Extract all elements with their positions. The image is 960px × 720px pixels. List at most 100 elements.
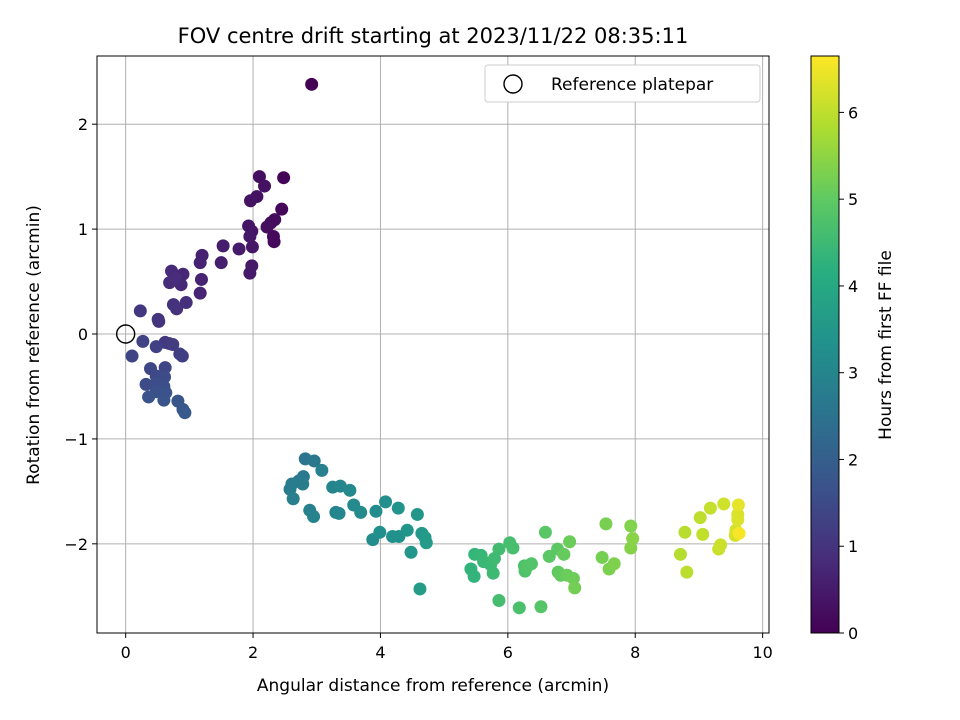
- legend-box: [484, 64, 761, 103]
- scatter-point: [410, 507, 424, 521]
- scatter-point: [486, 566, 500, 580]
- scatter-point: [214, 256, 228, 270]
- scatter-point: [391, 501, 405, 515]
- scatter-point: [506, 541, 520, 555]
- scatter-point: [286, 492, 300, 506]
- scatter-point: [332, 506, 346, 520]
- scatter-point: [193, 256, 207, 270]
- scatter-point: [136, 334, 150, 348]
- legend: Reference platepar: [484, 64, 761, 103]
- x-tick-label: 8: [630, 643, 640, 662]
- scatter-point: [714, 538, 728, 552]
- scatter-point: [703, 501, 717, 515]
- colorbar-tick-label: 6: [848, 103, 858, 122]
- colorbar-tick-label: 3: [848, 364, 858, 383]
- y-tick-label: 0: [78, 325, 88, 344]
- scatter-point: [568, 581, 582, 595]
- scatter-points: [125, 77, 746, 615]
- scatter-point: [133, 304, 147, 318]
- colorbar: [810, 55, 840, 634]
- scatter-point: [277, 171, 291, 185]
- colorbar-label: Hours from first FF file: [876, 250, 896, 440]
- x-tick-label: 10: [752, 643, 772, 662]
- grid-lines: [97, 56, 769, 633]
- scatter-point: [175, 349, 189, 363]
- scatter-point: [678, 525, 692, 539]
- scatter-point: [732, 526, 746, 540]
- scatter-point: [305, 77, 319, 91]
- legend-marker-icon: [503, 74, 523, 94]
- x-tick-label: 0: [121, 643, 131, 662]
- scatter-point: [178, 406, 192, 420]
- scatter-point: [244, 194, 258, 208]
- scatter-point: [607, 557, 621, 571]
- scatter-point: [563, 535, 577, 549]
- scatter-point: [599, 517, 613, 531]
- y-tick-label: 2: [78, 115, 88, 134]
- scatter-point: [492, 542, 506, 556]
- scatter-point: [680, 565, 694, 579]
- colorbar-tick-label: 5: [848, 190, 858, 209]
- x-axis-label: Angular distance from reference (arcmin): [257, 676, 609, 696]
- scatter-point: [731, 498, 745, 512]
- scatter-point: [624, 519, 638, 533]
- scatter-point: [179, 296, 193, 310]
- scatter-point: [626, 532, 640, 546]
- scatter-point: [343, 483, 357, 497]
- scatter-point: [125, 349, 139, 363]
- scatter-point: [296, 477, 310, 491]
- scatter-point: [379, 495, 393, 509]
- scatter-point: [158, 361, 172, 375]
- scatter-point: [216, 239, 230, 253]
- scatter-point: [232, 242, 246, 256]
- scatter-point: [275, 202, 289, 216]
- scatter-point: [307, 510, 321, 524]
- scatter-point: [404, 545, 418, 559]
- scatter-point: [419, 536, 433, 550]
- scatter-point: [512, 601, 526, 615]
- y-axis-ticks: −2 −1 0 1 2: [64, 115, 97, 554]
- scatter-point: [258, 179, 272, 193]
- scatter-point: [307, 454, 321, 468]
- scatter-point: [166, 338, 180, 351]
- scatter-point: [673, 547, 687, 561]
- reference-platepar-marker: [115, 324, 136, 344]
- y-tick-label: −1: [64, 430, 88, 449]
- colorbar-tick-label: 4: [848, 277, 858, 296]
- legend-label: Reference platepar: [551, 75, 713, 95]
- colorbar-tick-label: 0: [848, 624, 858, 643]
- scatter-point: [400, 523, 414, 537]
- scatter-point: [157, 393, 171, 407]
- colorbar-tick-label: 1: [848, 537, 858, 556]
- scatter-point: [413, 582, 427, 596]
- x-tick-label: 2: [248, 643, 258, 662]
- y-axis-label: Rotation from reference (arcmin): [24, 205, 44, 485]
- colorbar-tick-label: 2: [848, 450, 858, 469]
- chart-title: FOV centre drift starting at 2023/11/22 …: [178, 24, 689, 48]
- scatter-point: [373, 525, 387, 539]
- scatter-point: [354, 505, 368, 519]
- y-tick-label: −2: [64, 535, 88, 554]
- scatter-point: [492, 593, 506, 607]
- scatter-point: [369, 504, 383, 518]
- scatter-point: [266, 229, 280, 243]
- scatter-point: [696, 527, 710, 541]
- scatter-point: [595, 550, 609, 564]
- y-tick-label: 1: [78, 220, 88, 239]
- scatter-point: [467, 569, 481, 583]
- colorbar-ticks: 0 1 2 3 4 5 6: [839, 103, 858, 643]
- scatter-point: [717, 497, 731, 511]
- scatter-point: [693, 511, 707, 525]
- scatter-point: [245, 240, 259, 254]
- x-tick-label: 6: [503, 643, 513, 662]
- x-axis-ticks: 0 2 4 6 8 10: [121, 633, 773, 662]
- scatter-point: [260, 220, 274, 234]
- plot-frame: [96, 55, 770, 634]
- scatter-point: [534, 600, 548, 614]
- scatter-point: [315, 463, 329, 477]
- x-tick-label: 4: [375, 643, 385, 662]
- scatter-point: [731, 513, 745, 527]
- scatter-point: [149, 340, 163, 354]
- scatter-point: [142, 390, 156, 404]
